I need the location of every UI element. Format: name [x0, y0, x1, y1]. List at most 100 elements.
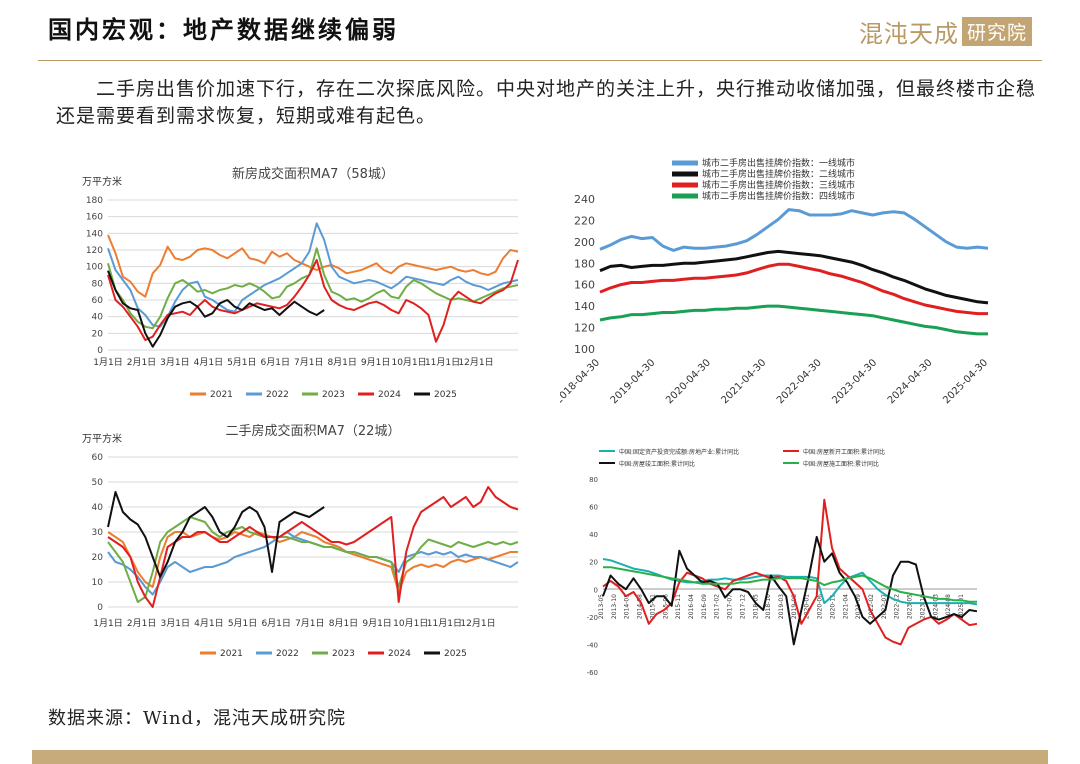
- y-tick-label: 180: [86, 196, 103, 206]
- x-tick-label: 2019-03: [778, 594, 785, 619]
- x-tick-label: 3月1日: [160, 357, 189, 368]
- x-tick-label: 4月1日: [194, 357, 223, 368]
- x-tick-label: 2月1日: [127, 618, 156, 629]
- x-tick-label: 9月1日: [361, 357, 390, 368]
- y-tick-label: 140: [86, 229, 103, 239]
- x-tick-label: 2014-03: [624, 594, 631, 619]
- x-tick-label: 2020-06: [817, 594, 824, 619]
- series-line: [599, 208, 989, 252]
- x-tick-label: 2月1日: [127, 357, 156, 368]
- series-line: [603, 566, 977, 603]
- legend-label: 2021: [210, 390, 233, 400]
- y-tick-label: 220: [574, 214, 595, 227]
- x-tick-label: 2017-12: [739, 594, 746, 619]
- series-line: [107, 486, 519, 608]
- x-tick-label: 2021-04-30: [720, 357, 769, 406]
- legend-label: 2024: [388, 649, 411, 659]
- x-tick-label: 2024-03: [932, 594, 939, 619]
- y-tick-label: 0: [97, 346, 103, 356]
- x-tick-label: 2018-05: [752, 594, 759, 619]
- x-tick-label: 2022-04-30: [775, 357, 824, 406]
- page-title: 国内宏观：地产数据继续偏弱: [48, 16, 399, 44]
- brand-institute: 研究院: [961, 17, 1032, 46]
- y-tick-label: 60: [92, 296, 104, 306]
- y-tick-label: 20: [92, 553, 104, 563]
- y-tick-label: 140: [574, 300, 595, 313]
- y-tick-label: 60: [589, 504, 598, 512]
- chart-listing-price-index: 100 120 140 160 180 200 220 240 2018-04-30 2019-0…: [560, 157, 990, 406]
- y-tick-label: 80: [589, 476, 598, 484]
- summary-text: 二手房出售价加速下行，存在二次探底风险。中央对地产的关注上升，央行推动收储加强，…: [56, 76, 1036, 130]
- x-tick-label: 8月1日: [329, 618, 358, 629]
- legend-label: 2025: [444, 649, 467, 659]
- x-tick-label: 2025-04-30: [941, 357, 990, 406]
- series-line: [107, 531, 518, 593]
- y-tick-label: 240: [574, 193, 595, 206]
- brand-logo: 混沌天成 研究院: [859, 14, 1032, 49]
- legend-label: 中国:房屋新开工面积:累计同比: [803, 448, 885, 456]
- x-tick-label: 2019-08: [791, 594, 798, 619]
- y-tick-label: 0: [97, 603, 103, 613]
- y-tick-label: 200: [574, 236, 595, 249]
- legend-label: 城市二手房出售挂牌价指数：三线城市: [702, 179, 855, 191]
- x-tick-label: 3月1日: [161, 618, 190, 629]
- legend-label: 2023: [322, 390, 345, 400]
- summary-paragraph: 二手房出售价加速下行，存在二次探底风险。中央对地产的关注上升，央行推动收储加强，…: [56, 78, 1037, 127]
- legend-label: 2025: [434, 390, 457, 400]
- legend-label: 2022: [276, 649, 299, 659]
- y-tick-label: 40: [92, 503, 104, 513]
- x-tick-label: 2025-01: [958, 594, 965, 619]
- x-tick-label: 2022-02: [868, 594, 875, 619]
- legend-label: 城市二手房出售挂牌价指数：一线城市: [702, 157, 855, 169]
- x-tick-label: 2016-09: [701, 594, 708, 619]
- legend-label: 城市二手房出售挂牌价指数：四线城市: [702, 190, 855, 202]
- x-tick-label: 2020-11: [829, 594, 836, 619]
- x-tick-label: 2014-08: [637, 594, 644, 619]
- y-tick-label: -20: [587, 614, 598, 622]
- y-tick-label: 160: [574, 279, 595, 292]
- series-line: [599, 262, 988, 316]
- series-line: [107, 531, 519, 596]
- x-tick-label: 1月1日: [93, 357, 122, 368]
- y-tick-label: 20: [92, 329, 104, 339]
- x-tick-label: 2017-02: [714, 594, 721, 619]
- series-line: [107, 259, 519, 343]
- x-tick-label: 5月1日: [227, 357, 256, 368]
- x-tick-label: 6月1日: [261, 618, 290, 629]
- footer-bar: [32, 750, 1048, 764]
- x-tick-label: 11月1日: [427, 618, 462, 629]
- x-tick-label: 2020-04-30: [664, 357, 713, 406]
- y-tick-label: 20: [589, 559, 598, 567]
- x-tick-label: 2015-11: [675, 594, 682, 619]
- y-tick-label: 100: [574, 343, 595, 356]
- x-tick-label: 2020-01: [804, 594, 811, 619]
- x-tick-label: 4月1日: [194, 618, 223, 629]
- x-tick-label: 2021-04: [842, 594, 849, 619]
- x-tick-label: 7月1日: [294, 357, 323, 368]
- x-tick-label: 2023-04-30: [830, 357, 879, 406]
- series-line: [107, 247, 519, 330]
- series-line: [599, 304, 988, 336]
- series-line: [107, 222, 519, 328]
- legend-label: 2021: [220, 649, 243, 659]
- x-tick-label: 2022-12: [894, 594, 901, 619]
- y-unit-label: 万平方米: [82, 175, 122, 188]
- legend-label: 中国:房屋竣工面积:累计同比: [619, 460, 695, 468]
- x-tick-label: 10月1日: [391, 357, 426, 368]
- y-tick-label: 40: [589, 531, 598, 539]
- x-tick-label: 6月1日: [261, 357, 290, 368]
- x-tick-label: 7月1日: [295, 618, 324, 629]
- x-tick-label: 2022-07: [881, 594, 888, 619]
- x-tick-label: 11月1日: [425, 357, 460, 368]
- series-line: [602, 498, 978, 646]
- x-tick-label: 2023-05: [907, 594, 914, 619]
- legend-label: 城市二手房出售挂牌价指数：二线城市: [702, 168, 855, 180]
- x-tick-label: 2013-10: [611, 594, 618, 619]
- x-tick-label: 12月1日: [460, 618, 495, 629]
- legend-label: 2022: [266, 390, 289, 400]
- legend-label: 2023: [332, 649, 355, 659]
- legend-label: 中国:固定资产投资完成额:房地产业:累计同比: [619, 448, 739, 456]
- y-unit-label: 万平方米: [82, 432, 122, 445]
- x-tick-label: 2019-04-30: [609, 357, 658, 406]
- x-tick-label: 12月1日: [458, 357, 493, 368]
